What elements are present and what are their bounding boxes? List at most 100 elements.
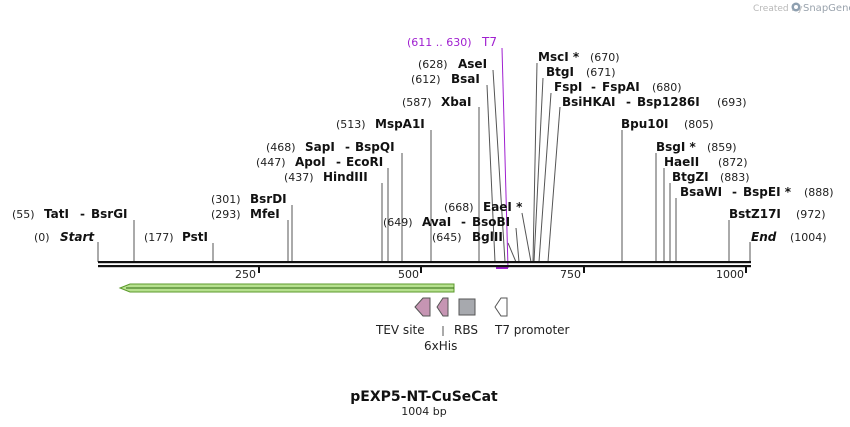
feature-6xhis[interactable]: 6xHis [424, 297, 457, 353]
enzyme-site-eaei[interactable]: (668) EaeI * [444, 200, 523, 214]
enzyme-name: BsaI [451, 72, 480, 86]
enzyme-site-btgi[interactable]: BtgI (671) [546, 65, 616, 79]
enzyme-site-bsihkai[interactable]: BsiHKAI - Bsp1286I (693) [562, 95, 747, 109]
enzyme-sep: - [345, 140, 350, 154]
enzyme-pos: (805) [684, 118, 714, 131]
enzyme-site-bsrdi[interactable]: (301) BsrDI [211, 192, 287, 206]
enzyme-sep: - [626, 95, 631, 109]
enzyme-site-bsawi[interactable]: BsaWI - BspEI * (888) [680, 185, 834, 199]
enzyme-name: MspA1I [375, 117, 425, 131]
enzyme-site-sapi[interactable]: (468) SapI - BspQI [266, 140, 395, 154]
enzyme-site-bsgi[interactable]: BsgI * (859) [656, 140, 737, 154]
top-strand [98, 261, 751, 264]
feature-rbs[interactable]: RBS [454, 298, 478, 337]
enzyme-name2: BsoBI [472, 215, 510, 229]
enzyme-pos: (0) [34, 231, 50, 244]
credit-brand: SnapGene [803, 3, 850, 14]
tick-label: 250 [235, 268, 256, 281]
enzyme-site-haeii[interactable]: HaeII (872) [664, 155, 748, 169]
enzyme-name: HindIII [323, 170, 368, 184]
t7-primer[interactable]: (611 .. 630) T7 [407, 35, 509, 269]
map-length: 1004 bp [401, 405, 446, 418]
enzyme-name: MfeI [250, 207, 280, 221]
enzyme-site-msci[interactable]: MscI * (670) [538, 50, 620, 64]
enzyme-pos: (649) [383, 216, 413, 229]
enzyme-site-avai[interactable]: (649) AvaI - BsoBI [383, 215, 510, 229]
enzyme-pos: (447) [256, 156, 286, 169]
cds-arrow[interactable] [118, 283, 455, 293]
enzyme-pos: (859) [707, 141, 737, 154]
dna-backbone [98, 261, 751, 268]
enzyme-name: SapI [305, 140, 335, 154]
feature-label-rbs: RBS [454, 323, 478, 337]
enzyme-site-mspa1i[interactable]: (513) MspA1I [336, 117, 425, 131]
connector-bsai [486, 84, 496, 263]
primer-range: (611 .. 630) [407, 36, 472, 49]
enzyme-site-asei[interactable]: (628) AseI [418, 57, 487, 71]
enzyme-site-psti[interactable]: (177) PstI [144, 230, 208, 244]
enzyme-site-bsai[interactable]: (612) BsaI [411, 72, 480, 86]
enzyme-site-end[interactable]: End (1004) [751, 230, 827, 244]
connector-btgi [533, 77, 544, 263]
his-tag-arrow [436, 297, 449, 317]
enzyme-name: HaeII [664, 155, 699, 169]
enzyme-name2: BsrGI [91, 207, 128, 221]
feature-t7-promoter[interactable]: T7 promoter [494, 297, 570, 337]
enzyme-site-hindiii[interactable]: (437) HindIII [284, 170, 368, 184]
enzyme-name: TatI [44, 207, 69, 221]
enzyme-name: BtgZI [672, 170, 709, 184]
enzyme-site-fspi[interactable]: FspI - FspAI (680) [554, 80, 682, 94]
enzyme-name2: BspEI * [743, 185, 792, 199]
enzyme-name: FspI [554, 80, 582, 94]
enzyme-site-bpu10i[interactable]: Bpu10I (805) [621, 117, 714, 131]
tick-label: 750 [560, 268, 581, 281]
enzyme-pos: (670) [590, 51, 620, 64]
enzyme-name: AvaI [422, 215, 451, 229]
enzyme-name: XbaI [441, 95, 471, 109]
enzyme-site-xbai[interactable]: (587) XbaI [402, 95, 471, 109]
enzyme-pos: (468) [266, 141, 296, 154]
enzyme-pos: (612) [411, 73, 441, 86]
enzyme-site-start[interactable]: (0) Start [34, 230, 95, 244]
enzyme-pos: (872) [718, 156, 748, 169]
enzyme-site-apoi[interactable]: (447) ApoI - EcoRI [256, 155, 383, 169]
feature-label-his: 6xHis [424, 339, 457, 353]
enzyme-site-bglii[interactable]: (645) BglII [432, 230, 503, 244]
enzyme-site-bstz17i[interactable]: BstZ17I (972) [729, 207, 826, 221]
primer-name: T7 [481, 35, 497, 49]
feature-label-t7: T7 promoter [494, 323, 570, 337]
enzyme-sep: - [80, 207, 85, 221]
feature-tev-site[interactable]: TEV site [375, 297, 431, 337]
enzyme-name2: Bsp1286I [637, 95, 700, 109]
enzyme-name: ApoI [295, 155, 326, 169]
map-title: pEXP5-NT-CuSeCat [350, 389, 498, 405]
enzyme-site-btgzi[interactable]: BtgZI (883) [672, 170, 750, 184]
enzyme-name: End [751, 230, 777, 244]
enzyme-sep: - [591, 80, 596, 94]
connector-msci [532, 62, 538, 263]
enzyme-name: BsrDI [250, 192, 287, 206]
enzyme-pos: (587) [402, 96, 432, 109]
enzyme-pos: (1004) [790, 231, 827, 244]
connector-asei [492, 69, 506, 263]
enzyme-pos: (680) [652, 81, 682, 94]
enzyme-site-mfei[interactable]: (293) MfeI [211, 207, 280, 221]
enzyme-sep: - [336, 155, 341, 169]
enzyme-pos: (177) [144, 231, 174, 244]
enzyme-name2: EcoRI [346, 155, 383, 169]
enzyme-name2: BspQI [355, 140, 395, 154]
enzyme-connectors [97, 62, 751, 263]
connector-eaei [521, 212, 532, 263]
enzyme-name: BsiHKAI [562, 95, 616, 109]
connector-bsihkai [547, 106, 561, 263]
tick-label: 1000 [716, 268, 744, 281]
enzyme-name: BstZ17I [729, 207, 781, 221]
enzyme-pos: (972) [796, 208, 826, 221]
enzyme-name: BglII [472, 230, 503, 244]
enzyme-name: BtgI [546, 65, 574, 79]
enzyme-name: BsaWI [680, 185, 722, 199]
enzyme-site-tati[interactable]: (55) TatI - BsrGI [12, 207, 128, 221]
enzyme-name: MscI * [538, 50, 580, 64]
enzyme-pos: (628) [418, 58, 448, 71]
enzyme-pos: (883) [720, 171, 750, 184]
